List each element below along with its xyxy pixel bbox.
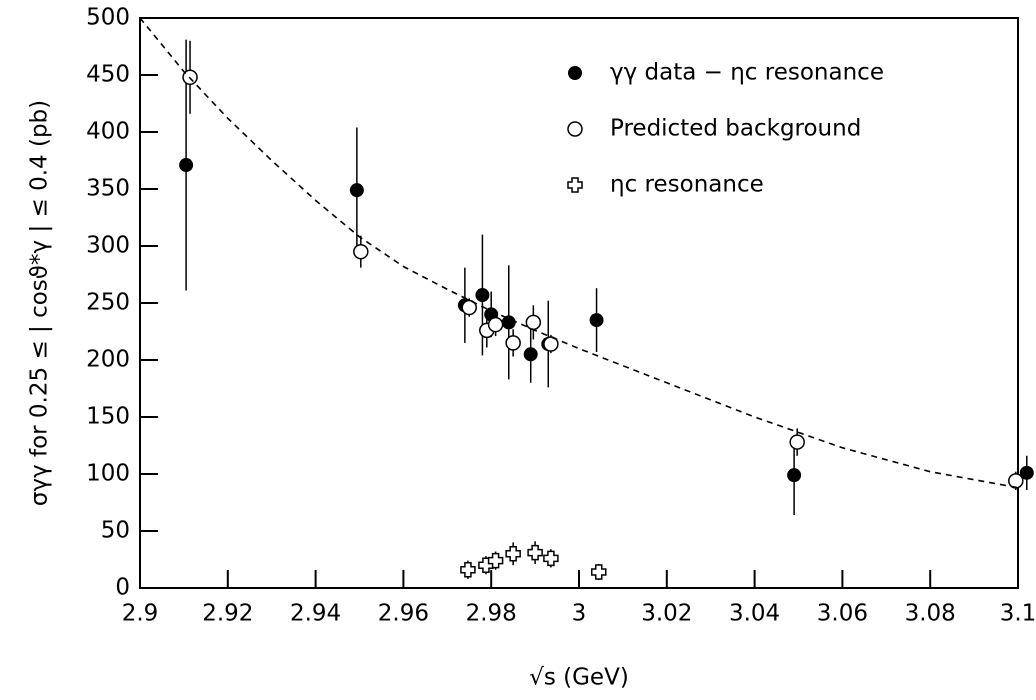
x-tick-label: 2.9: [122, 601, 159, 627]
data-point: [591, 564, 607, 580]
data-point: [789, 434, 805, 450]
data-point: [487, 552, 504, 569]
y-tick-label: 450: [86, 62, 130, 88]
data-point: [1019, 465, 1034, 480]
y-tick-label: 400: [86, 119, 130, 145]
y-tick-label: 350: [86, 176, 130, 202]
y-tick-label: 0: [115, 575, 130, 601]
legend-marker: [568, 66, 582, 80]
data-point: [460, 562, 476, 578]
x-tick-label: 2.98: [466, 601, 517, 627]
data-point: [475, 288, 490, 303]
data-point: [523, 347, 538, 362]
x-tick-label: 3.06: [817, 601, 868, 627]
data-point: [501, 315, 516, 330]
data-point: [527, 544, 543, 561]
x-tick-label: 3.02: [641, 601, 692, 627]
x-tick-label: 3.08: [905, 601, 956, 627]
data-point: [525, 314, 542, 331]
data-point: [543, 336, 559, 352]
data-point: [353, 243, 369, 260]
x-tick-label: 2.92: [202, 601, 253, 627]
y-axis-label: σγγ for 0.25 ≤ | cosϑ*γ | ≤ 0.4 (pb): [27, 100, 53, 506]
x-tick-label: 2.94: [290, 601, 341, 627]
data-point: [589, 313, 604, 328]
x-tick-label: 3: [572, 601, 587, 627]
legend-label: ηc resonance: [610, 172, 764, 198]
y-tick-label: 150: [86, 404, 130, 430]
data-point: [487, 316, 504, 333]
legend-marker: [567, 121, 583, 137]
x-tick-label: 2.96: [378, 601, 429, 627]
y-tick-label: 200: [86, 347, 130, 373]
data-point: [505, 335, 521, 351]
legend-label: γγ data − ηc resonance: [610, 60, 884, 86]
x-tick-label: 3.1: [1000, 601, 1036, 627]
data-point: [1008, 473, 1024, 489]
data-point: [349, 183, 364, 198]
data-point: [179, 158, 194, 173]
plot-frame: [139, 17, 1019, 589]
y-tick-label: 250: [86, 290, 130, 316]
y-tick-label: 50: [101, 518, 130, 544]
y-tick-label: 500: [86, 5, 130, 31]
data-point: [787, 468, 802, 483]
fit-curve: [139, 17, 1019, 489]
legend-label: Predicted background: [610, 116, 861, 142]
legend-marker: [567, 177, 583, 193]
data-point: [461, 299, 477, 316]
y-tick-label: 300: [86, 233, 130, 259]
x-tick-label: 3.04: [729, 601, 780, 627]
x-axis-label: √s (GeV): [529, 665, 629, 691]
data-point: [543, 550, 559, 567]
y-tick-label: 100: [86, 461, 130, 487]
data-point: [505, 546, 521, 562]
